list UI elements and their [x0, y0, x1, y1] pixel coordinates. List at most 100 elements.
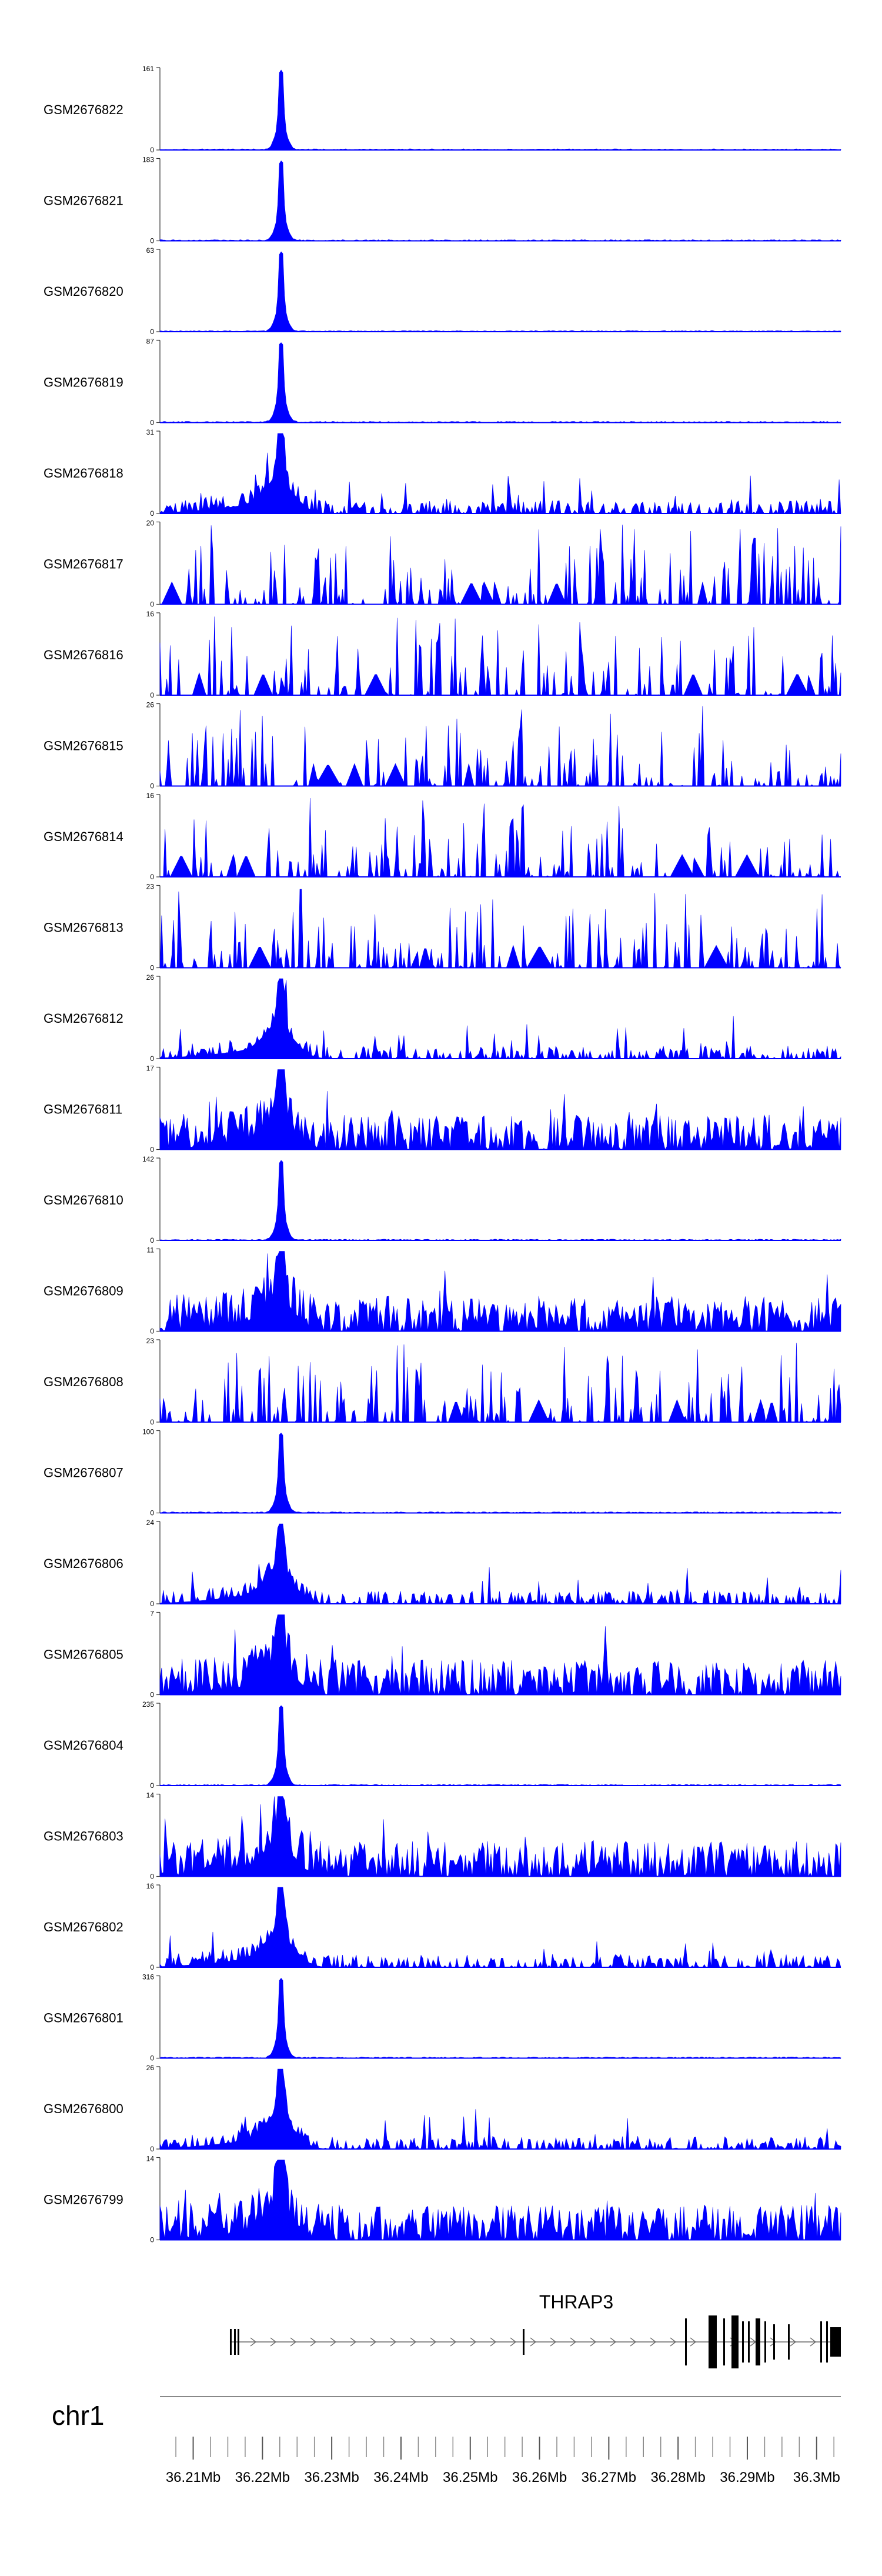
gene-exon	[773, 2324, 775, 2360]
strand-arrow	[650, 2337, 657, 2347]
track-name: GSM2676808	[44, 1374, 123, 1389]
track: GSM2676806 24 0	[44, 1519, 841, 1608]
y-max-label: 63	[146, 246, 155, 255]
track: GSM2676817 20 0	[44, 519, 841, 609]
y-max-label: 161	[142, 65, 154, 73]
signal-area	[159, 1160, 841, 1241]
track-name: GSM2676807	[44, 1466, 123, 1480]
strand-arrow	[410, 2337, 417, 2347]
gene-exon	[237, 2329, 239, 2355]
track-name: GSM2676810	[44, 1193, 123, 1207]
axis-tick-label: 36.22Mb	[235, 2470, 290, 2485]
y-max-label: 316	[142, 1973, 154, 1981]
y-max-label: 14	[146, 2155, 155, 2163]
track-name: GSM2676817	[44, 557, 123, 572]
strand-arrow	[590, 2337, 597, 2347]
y-max-label: 26	[146, 973, 155, 982]
track-name: GSM2676818	[44, 466, 123, 481]
signal-area	[159, 2160, 841, 2241]
axis-tick-label: 36.26Mb	[512, 2470, 567, 2485]
track: GSM2676809 11 0	[44, 1246, 841, 1336]
track-name: GSM2676800	[44, 2101, 123, 2116]
axis-tick-label: 36.27Mb	[582, 2470, 636, 2485]
signal-area	[159, 1705, 841, 1786]
track: GSM2676805 7 0	[44, 1610, 841, 1699]
strand-arrow	[690, 2337, 697, 2347]
strand-arrow	[770, 2337, 777, 2347]
strand-arrow	[510, 2337, 517, 2347]
track-name: GSM2676815	[44, 739, 123, 753]
gene-exon	[685, 2318, 687, 2365]
strand-arrow	[750, 2337, 757, 2347]
y-min-label: 0	[150, 1873, 154, 1881]
strand-arrow	[430, 2337, 437, 2347]
signal-area	[159, 433, 841, 515]
y-max-label: 17	[146, 1065, 155, 1073]
signal-area	[159, 798, 841, 878]
gene-exon	[742, 2321, 744, 2363]
track-name: GSM2676821	[44, 193, 123, 208]
y-max-label: 26	[146, 2064, 155, 2072]
y-max-label: 23	[146, 1337, 155, 1345]
signal-area	[159, 1433, 841, 1513]
y-min-label: 0	[150, 509, 154, 518]
gene-exon	[229, 2329, 232, 2355]
signal-area	[159, 2068, 841, 2150]
axis-tick-label: 36.29Mb	[720, 2470, 774, 2485]
strand-arrow	[330, 2337, 337, 2347]
y-min-label: 0	[150, 964, 154, 972]
signal-area	[159, 1251, 841, 1332]
y-min-label: 0	[150, 1418, 154, 1426]
strand-arrow	[550, 2337, 557, 2347]
signal-area	[159, 889, 841, 969]
genome-axis: chr1 36.21Mb 36.22Mb 36.23Mb 36.24Mb 36.25Mb…	[52, 2396, 841, 2485]
strand-arrow	[810, 2337, 817, 2347]
track: GSM2676803 14 0	[44, 1791, 841, 1881]
y-max-label: 26	[146, 701, 155, 709]
strand-arrow	[610, 2337, 617, 2347]
axis-tick-label: 36.21Mb	[166, 2470, 220, 2485]
track: GSM2676816 16 0	[44, 610, 841, 699]
track: GSM2676811 17 0	[44, 1065, 841, 1154]
signal-area	[159, 978, 841, 1060]
track-name: GSM2676811	[44, 1102, 122, 1117]
signal-area	[159, 1978, 841, 2058]
gene-exon	[764, 2321, 766, 2363]
gene-exon	[788, 2324, 790, 2360]
axis-tick-label: 36.24Mb	[373, 2470, 428, 2485]
track-name: GSM2676822	[44, 102, 123, 117]
y-min-label: 0	[150, 782, 154, 790]
track: GSM2676813 23 0	[44, 883, 841, 972]
y-max-label: 235	[142, 1700, 154, 1709]
axis-tick-label: 36.3Mb	[793, 2470, 840, 2485]
gene-exon	[523, 2329, 524, 2355]
gene-label: THRAP3	[539, 2291, 613, 2313]
gene-exon	[731, 2315, 739, 2368]
strand-arrow	[350, 2337, 357, 2347]
gene-exon	[233, 2329, 236, 2355]
y-min-label: 0	[150, 691, 154, 699]
strand-arrow	[450, 2337, 457, 2347]
track-name: GSM2676803	[44, 1829, 123, 1844]
y-min-label: 0	[150, 600, 154, 609]
y-min-label: 0	[150, 2236, 154, 2244]
track: GSM2676815 26 0	[44, 701, 841, 790]
track: GSM2676800 26 0	[44, 2064, 841, 2153]
y-min-label: 0	[150, 419, 154, 427]
track: GSM2676799 14 0	[44, 2155, 841, 2244]
gene-exon	[830, 2327, 841, 2357]
y-max-label: 11	[147, 1246, 155, 1254]
strand-arrow	[790, 2337, 797, 2347]
axis-tick-label: 36.28Mb	[650, 2470, 705, 2485]
track-name: GSM2676806	[44, 1556, 123, 1571]
track: GSM2676820 63 0	[44, 246, 841, 336]
track: GSM2676821 183 0	[44, 156, 841, 245]
gene-model: THRAP3	[229, 2291, 841, 2368]
signal-area	[159, 1796, 841, 1877]
strand-arrow	[470, 2337, 477, 2347]
axis-tick-label: 36.25Mb	[443, 2470, 497, 2485]
track-name: GSM2676805	[44, 1647, 123, 1662]
y-min-label: 0	[150, 2054, 154, 2063]
y-max-label: 142	[142, 1155, 154, 1163]
